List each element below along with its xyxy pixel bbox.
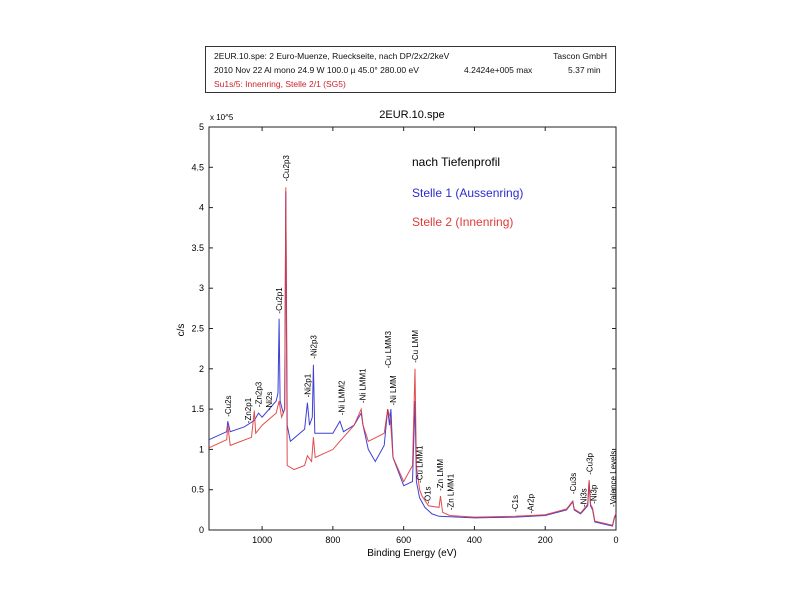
peak-label: -Zn2p3: [254, 381, 263, 407]
legend-series-2: Stelle 2 (Innenring): [412, 215, 513, 229]
x-tick-label: 1000: [252, 535, 272, 545]
y-tick-label: 4: [199, 203, 204, 213]
peak-label: -Zn LMM: [436, 459, 445, 491]
y-axis-label: c/s: [176, 324, 187, 337]
peak-label: -Cu2s: [224, 395, 233, 416]
x-axis-label: Binding Energy (eV): [367, 548, 457, 559]
header-line1: 2EUR.10.spe: 2 Euro-Muenze, Rueckseite, …: [214, 51, 450, 61]
y-tick-label: 1.5: [191, 404, 204, 414]
legend-series-1: Stelle 1 (Aussenring): [412, 186, 523, 200]
peak-label: -Valence Levels: [609, 451, 618, 507]
x-tick-label: 600: [396, 535, 411, 545]
y-multiplier: x 10^5: [210, 113, 234, 122]
y-tick-label: 2.5: [191, 324, 204, 334]
peak-label: -Ni3s: [579, 488, 588, 507]
peak-label: -Cu LMM: [411, 330, 420, 363]
legend-title: nach Tiefenprofil: [412, 155, 500, 169]
peak-label: -Zn2p1: [244, 397, 253, 423]
y-tick-label: 1: [199, 444, 204, 454]
peak-label: -Cu LMM3: [384, 331, 393, 369]
peak-label: -Cu LMM1: [416, 445, 425, 483]
peak-label: -Zn LMM1: [447, 473, 456, 510]
x-tick-label: 800: [325, 535, 340, 545]
y-tick-label: 4.5: [191, 162, 204, 172]
x-tick-label: 200: [538, 535, 553, 545]
info-header: 2EUR.10.spe: 2 Euro-Muenze, Rueckseite, …: [205, 46, 616, 93]
peak-label: -Ni LMM: [389, 375, 398, 406]
peak-label: -C1s: [511, 495, 520, 512]
peak-label: -Ni3p: [589, 484, 598, 504]
y-tick-label: 3.5: [191, 243, 204, 253]
series-line-2: [208, 187, 617, 526]
y-tick-label: 3: [199, 283, 204, 293]
header-max: 4.2424e+005 max: [464, 65, 533, 75]
header-line3: Su1s/5: Innenring, Stelle 2/1 (SG5): [214, 79, 346, 89]
peak-label: -Ni LMM1: [359, 368, 368, 403]
peak-label: -Cu3s: [569, 473, 578, 494]
peak-label: -Cu2p3: [282, 155, 291, 182]
header-line2: 2010 Nov 22 Al mono 24.9 W 100.0 µ 45.0°…: [214, 65, 419, 75]
chart-title: 2EUR.10.spe: [379, 109, 444, 121]
peak-label: -Ni2s: [265, 392, 274, 411]
peak-label: -Cu3p: [586, 452, 595, 474]
y-tick-label: 2: [199, 364, 204, 374]
peak-label: -Ni LMM2: [338, 380, 347, 415]
y-tick-label: 0: [199, 525, 204, 535]
peak-label: -Cu2p1: [275, 287, 284, 314]
y-tick-label: 5: [199, 122, 204, 132]
y-tick-label: 0.5: [191, 485, 204, 495]
x-tick-label: 0: [613, 535, 618, 545]
peak-label: -O1s: [424, 486, 433, 503]
header-company: Tascon GmbH: [553, 51, 607, 61]
peak-label: -Ni2p3: [309, 335, 318, 359]
header-time: 5.37 min: [568, 65, 601, 75]
peak-label: -Ar2p: [526, 493, 535, 513]
x-tick-label: 400: [467, 535, 482, 545]
peak-label: -Ni2p1: [303, 373, 312, 397]
